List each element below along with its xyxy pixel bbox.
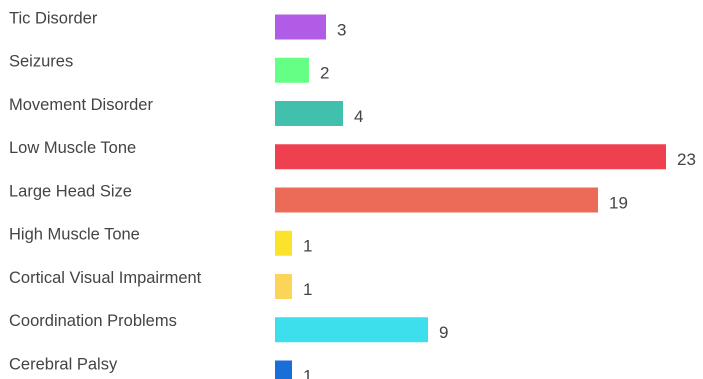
category-label-cortical-visual-impairment: Cortical Visual Impairment [9,269,202,287]
bar-cortical-visual-impairment [275,274,292,299]
category-label-coordination-problems: Coordination Problems [9,312,177,330]
bar-movement-disorder [275,101,343,126]
bars [275,14,666,379]
bar-high-muscle-tone [275,230,292,256]
value-label-large-head-size: 19 [609,193,628,212]
category-label-high-muscle-tone: High Muscle Tone [9,226,140,244]
value-label-movement-disorder: 4 [354,107,363,126]
bar-seizures [275,57,309,83]
category-label-large-head-size: Large Head Size [9,182,132,200]
category-label-movement-disorder: Movement Disorder [9,96,153,114]
value-label-cortical-visual-impairment: 1 [303,280,312,299]
value-label-tic-disorder: 3 [337,20,346,39]
value-label-high-muscle-tone: 1 [303,237,312,256]
category-label-cerebral-palsy: Cerebral Palsy [9,355,118,373]
bar-low-muscle-tone [275,144,666,170]
bar-coordination-problems [275,317,428,343]
value-label-low-muscle-tone: 23 [677,150,696,169]
bar-large-head-size [275,187,598,213]
value-label-seizures: 2 [320,64,329,83]
bar-tic-disorder [275,14,326,40]
bar-cerebral-palsy [275,360,292,379]
value-label-coordination-problems: 9 [439,323,448,342]
value-label-cerebral-palsy: 1 [303,366,312,379]
category-label-tic-disorder: Tic Disorder [9,9,98,27]
category-label-low-muscle-tone: Low Muscle Tone [9,139,136,157]
category-label-seizures: Seizures [9,53,73,71]
category-labels: Tic Disorder Seizures Movement Disorder Low… [9,9,202,373]
